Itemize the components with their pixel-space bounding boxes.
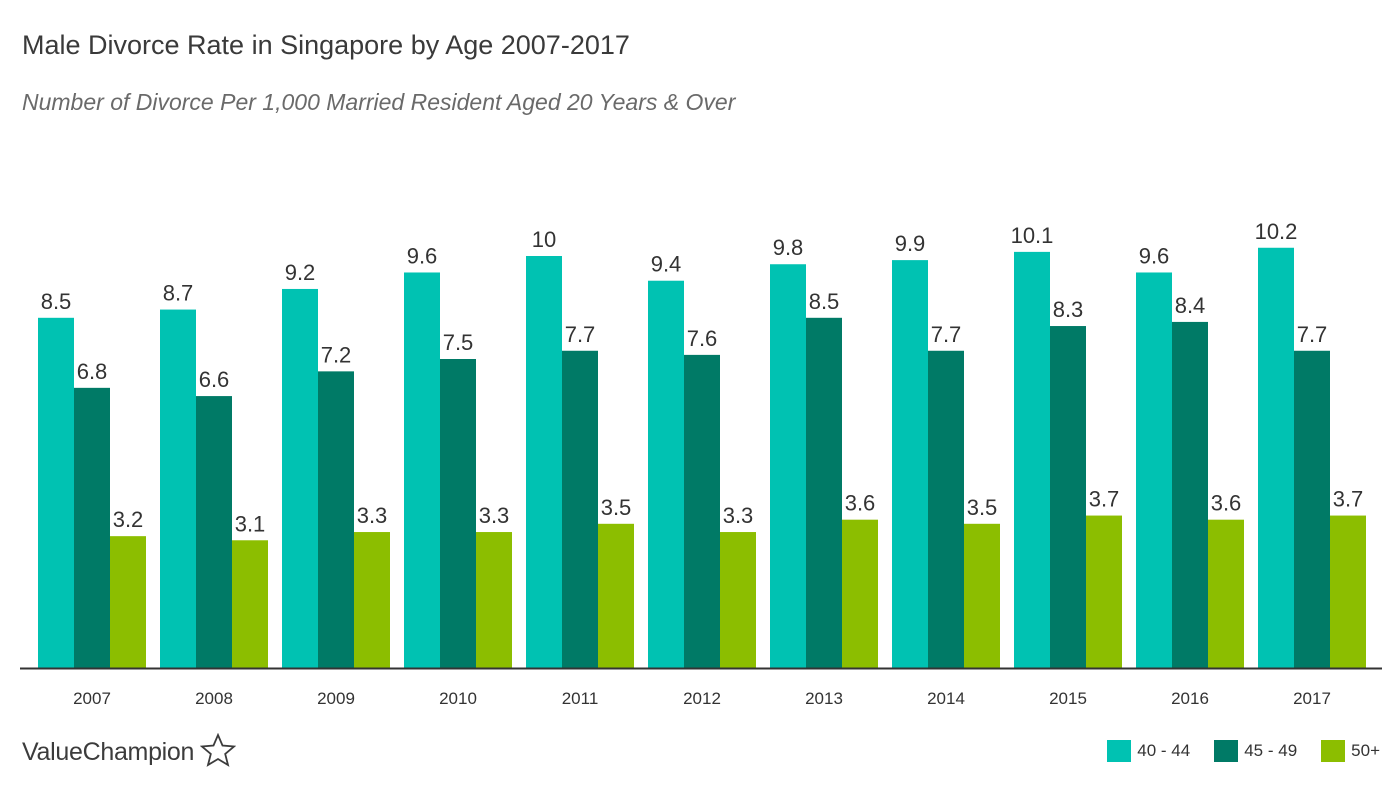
bar-2011-40-44 (526, 256, 562, 668)
star-outline-icon (199, 732, 237, 772)
data-label: 3.6 (845, 491, 876, 516)
data-label: 7.7 (931, 322, 962, 347)
data-label: 3.7 (1089, 487, 1120, 512)
bar-2017-50 (1330, 515, 1366, 668)
bar-2016-50 (1208, 519, 1244, 668)
data-label: 3.7 (1333, 487, 1364, 512)
bar-2014-40-44 (892, 260, 928, 668)
bar-2014-50 (964, 523, 1000, 668)
bar-2008-45-49 (196, 396, 232, 668)
legend-item-45-49: 45 - 49 (1214, 740, 1297, 762)
x-tick-label: 2013 (805, 689, 843, 708)
x-tick-label: 2017 (1293, 689, 1331, 708)
data-label: 7.7 (1297, 322, 1328, 347)
bar-2013-50 (842, 519, 878, 668)
bar-2015-45-49 (1050, 326, 1086, 668)
legend-swatch (1214, 740, 1239, 762)
x-tick-label: 2012 (683, 689, 721, 708)
data-label: 8.3 (1053, 297, 1084, 322)
bar-2015-50 (1086, 515, 1122, 668)
legend-label: 40 - 44 (1137, 741, 1191, 760)
bar-2011-50 (598, 523, 634, 668)
x-tick-label: 2015 (1049, 689, 1087, 708)
bar-2007-45-49 (74, 387, 110, 668)
data-label: 7.2 (321, 342, 352, 367)
data-label: 7.6 (687, 326, 718, 351)
chart-title: Male Divorce Rate in Singapore by Age 20… (22, 30, 630, 60)
bar-2014-45-49 (928, 350, 964, 668)
x-tick-label: 2008 (195, 689, 233, 708)
bar-2009-45-49 (318, 371, 354, 668)
data-label: 9.8 (773, 235, 804, 260)
data-label: 3.5 (967, 495, 998, 520)
legend-swatch (1107, 740, 1132, 762)
legend-label: 45 - 49 (1244, 741, 1298, 760)
legend-item-40-44: 40 - 44 (1107, 740, 1190, 762)
data-label: 7.7 (565, 322, 596, 347)
data-label: 10.2 (1255, 219, 1298, 244)
data-label: 3.3 (723, 503, 754, 528)
data-label: 3.1 (235, 511, 266, 536)
bar-2007-50 (110, 536, 146, 668)
bar-2016-45-49 (1172, 321, 1208, 668)
brand-name: ValueChampion (22, 737, 195, 766)
bar-2016-40-44 (1136, 272, 1172, 668)
bar-2012-50 (720, 532, 756, 668)
legend-swatch (1321, 740, 1346, 762)
x-tick-label: 2010 (439, 689, 477, 708)
data-label: 8.5 (809, 289, 840, 314)
x-tick-label: 2009 (317, 689, 355, 708)
bar-2013-45-49 (806, 317, 842, 668)
bar-2015-40-44 (1014, 251, 1050, 668)
data-label: 7.5 (443, 330, 474, 355)
chart-legend: 40 - 44 45 - 49 50+ (1107, 740, 1380, 762)
data-label: 9.4 (651, 252, 682, 277)
bar-2007-40-44 (38, 317, 74, 668)
data-label: 3.2 (113, 507, 144, 532)
brand-logo: ValueChampion (22, 732, 237, 772)
data-label: 8.7 (163, 281, 194, 306)
legend-item-50-plus: 50+ (1321, 740, 1380, 762)
bar-2010-50 (476, 532, 512, 668)
x-tick-label: 2014 (927, 689, 965, 708)
bar-2009-40-44 (282, 288, 318, 668)
bar-2012-40-44 (648, 280, 684, 668)
bar-2008-40-44 (160, 309, 196, 668)
chart-subtitle: Number of Divorce Per 1,000 Married Resi… (22, 89, 736, 115)
data-label: 9.9 (895, 231, 926, 256)
data-label: 3.3 (357, 503, 388, 528)
data-label: 3.5 (601, 495, 632, 520)
bar-2009-50 (354, 532, 390, 668)
x-tick-label: 2011 (562, 689, 599, 708)
data-label: 10.1 (1011, 223, 1054, 248)
data-label: 9.2 (285, 260, 316, 285)
data-label: 10 (532, 227, 556, 252)
data-label: 8.5 (41, 289, 72, 314)
data-label: 3.6 (1211, 491, 1242, 516)
data-label: 8.4 (1175, 293, 1206, 318)
legend-label: 50+ (1351, 741, 1380, 760)
x-tick-label: 2007 (73, 689, 111, 708)
data-label: 9.6 (1139, 243, 1170, 268)
data-label: 9.6 (407, 243, 438, 268)
data-label: 3.3 (479, 503, 510, 528)
bar-2008-50 (232, 540, 268, 668)
bar-2012-45-49 (684, 354, 720, 668)
bar-2010-40-44 (404, 272, 440, 668)
x-tick-label: 2016 (1171, 689, 1209, 708)
bar-2011-45-49 (562, 350, 598, 668)
bar-2017-40-44 (1258, 247, 1294, 668)
bar-2013-40-44 (770, 264, 806, 668)
bar-2017-45-49 (1294, 350, 1330, 668)
bar-2010-45-49 (440, 359, 476, 668)
data-label: 6.6 (199, 367, 230, 392)
data-label: 6.8 (77, 359, 108, 384)
